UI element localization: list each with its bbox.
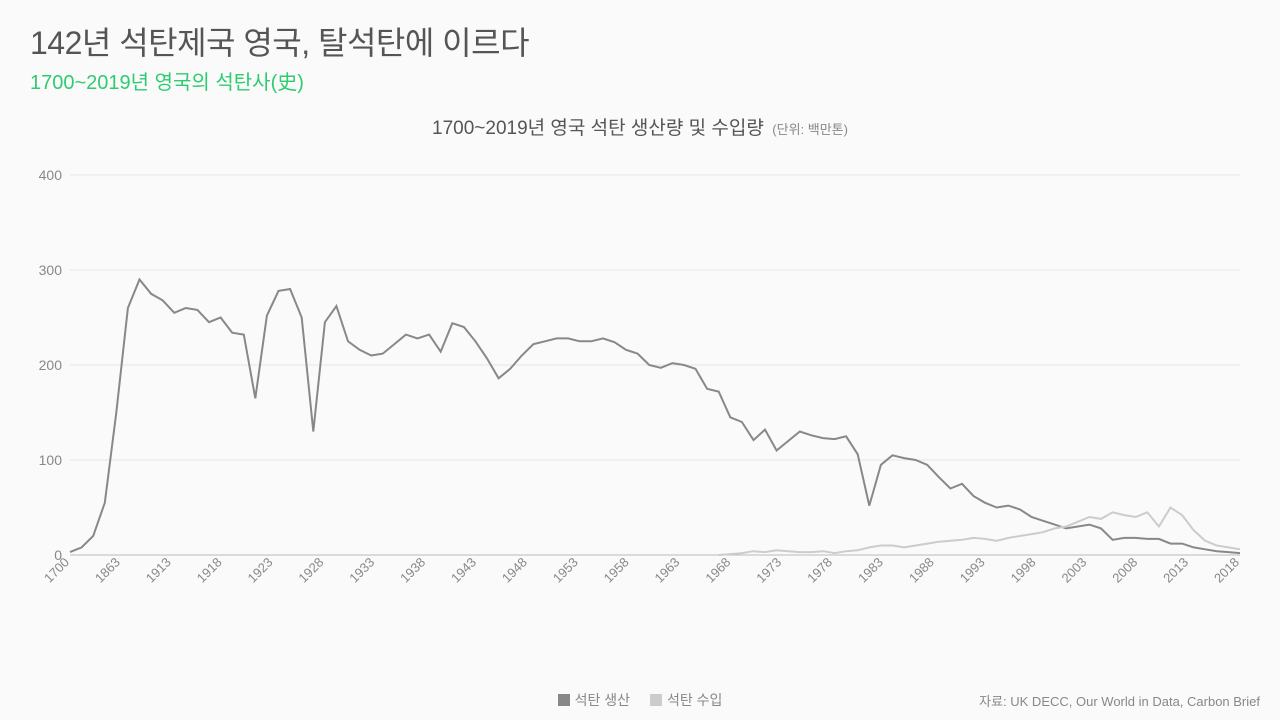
x-tick-label: 1923 — [245, 555, 276, 586]
chart-title: 1700~2019년 영국 석탄 생산량 및 수입량 — [432, 118, 764, 139]
x-tick-label: 1948 — [499, 555, 530, 586]
legend-swatch — [650, 694, 662, 706]
x-tick-label: 1968 — [702, 555, 733, 586]
y-tick-label: 300 — [39, 262, 63, 278]
x-tick-label: 1983 — [855, 555, 886, 586]
x-tick-label: 2013 — [1160, 555, 1191, 586]
chart-unit: (단위: 백만톤) — [772, 122, 848, 137]
main-title: 142년 석탄제국 영국, 탈석탄에 이르다 — [30, 18, 1250, 64]
source-text: UK DECC, Our World in Data, Carbon Brief — [1010, 694, 1260, 709]
x-tick-label: 2003 — [1058, 555, 1089, 586]
legend-item: 석탄 수입 — [650, 690, 722, 710]
x-tick-label: 1943 — [448, 555, 479, 586]
x-tick-label: 1933 — [346, 555, 377, 586]
x-tick-label: 1928 — [295, 555, 326, 586]
legend-label: 석탄 생산 — [575, 690, 630, 710]
chart-title-wrap: 1700~2019년 영국 석탄 생산량 및 수입량 (단위: 백만톤) — [0, 113, 1280, 140]
legend-item: 석탄 생산 — [558, 690, 630, 710]
source-citation: 자료: UK DECC, Our World in Data, Carbon B… — [979, 691, 1260, 710]
y-tick-label: 400 — [39, 167, 63, 183]
x-tick-label: 1998 — [1008, 555, 1039, 586]
x-tick-label: 1958 — [601, 555, 632, 586]
chart-svg: 0100200300400170018631913191819231928193… — [30, 165, 1250, 610]
x-tick-label: 1988 — [906, 555, 937, 586]
legend-swatch — [558, 694, 570, 706]
x-tick-label: 1938 — [397, 555, 428, 586]
x-tick-label: 1978 — [804, 555, 835, 586]
x-tick-label: 1863 — [92, 555, 123, 586]
y-tick-label: 100 — [39, 452, 63, 468]
series-line — [70, 280, 1240, 554]
legend-label: 석탄 수입 — [667, 690, 722, 710]
x-tick-label: 1993 — [957, 555, 988, 586]
x-tick-label: 2018 — [1211, 555, 1242, 586]
x-tick-label: 1913 — [143, 555, 174, 586]
x-tick-label: 1700 — [41, 555, 72, 586]
x-tick-label: 1918 — [194, 555, 225, 586]
source-prefix: 자료: — [979, 694, 1010, 709]
chart-area: 0100200300400170018631913191819231928193… — [30, 165, 1250, 610]
y-tick-label: 200 — [39, 357, 63, 373]
x-tick-label: 2008 — [1109, 555, 1140, 586]
x-tick-label: 1973 — [753, 555, 784, 586]
series-line — [719, 508, 1240, 556]
x-tick-label: 1953 — [550, 555, 581, 586]
subtitle: 1700~2019년 영국의 석탄사(史) — [30, 66, 1250, 95]
chart-header: 142년 석탄제국 영국, 탈석탄에 이르다 1700~2019년 영국의 석탄… — [0, 0, 1280, 95]
x-tick-label: 1963 — [651, 555, 682, 586]
